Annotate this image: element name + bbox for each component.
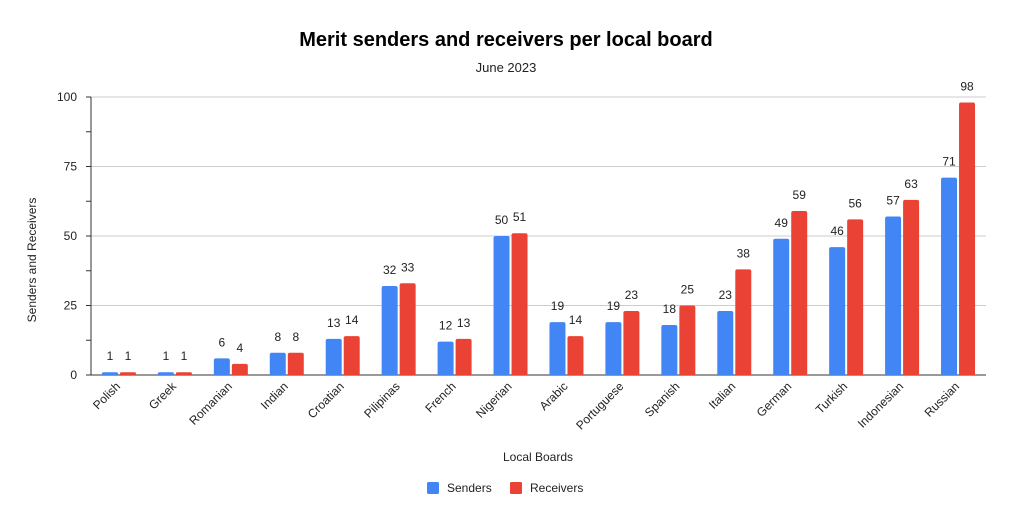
data-label: 63 bbox=[904, 177, 918, 191]
bar-receivers-german bbox=[791, 210, 808, 375]
data-label: 1 bbox=[125, 349, 132, 363]
x-tick-label: Polish bbox=[90, 379, 123, 412]
x-tick-label: Spanish bbox=[642, 379, 683, 420]
x-tick-label: Russian bbox=[922, 379, 963, 420]
bar-senders-german bbox=[773, 238, 790, 375]
bar-receivers-italian bbox=[735, 269, 752, 375]
bar-receivers-spanish bbox=[679, 305, 696, 375]
bar-senders-polish bbox=[101, 372, 118, 375]
x-tick-label: Arabic bbox=[537, 379, 571, 413]
data-label: 19 bbox=[607, 299, 621, 313]
data-label: 1 bbox=[163, 349, 170, 363]
data-label: 14 bbox=[345, 313, 359, 327]
legend-label-senders: Senders bbox=[447, 481, 492, 495]
bar-receivers-arabic bbox=[567, 336, 584, 375]
data-label: 38 bbox=[737, 246, 751, 260]
bar-receivers-portuguese bbox=[623, 311, 640, 375]
legend-swatch-senders bbox=[427, 482, 439, 494]
data-label: 18 bbox=[663, 302, 677, 316]
x-tick-label: Portuguese bbox=[573, 379, 627, 433]
data-label: 50 bbox=[495, 213, 509, 227]
data-label: 8 bbox=[274, 330, 281, 344]
bar-senders-greek bbox=[157, 372, 174, 375]
legend-label-receivers: Receivers bbox=[530, 481, 583, 495]
legend-swatch-receivers bbox=[510, 482, 522, 494]
data-label: 59 bbox=[793, 188, 807, 202]
data-label: 57 bbox=[886, 194, 900, 208]
bar-receivers-turkish bbox=[847, 219, 864, 375]
bar-senders-indonesian bbox=[885, 216, 902, 375]
data-label: 8 bbox=[292, 330, 299, 344]
data-label: 1 bbox=[181, 349, 188, 363]
bar-senders-croatian bbox=[325, 338, 342, 375]
data-label: 14 bbox=[569, 313, 583, 327]
bar-senders-italian bbox=[717, 311, 734, 375]
data-label: 13 bbox=[457, 316, 471, 330]
x-tick-label: Greek bbox=[146, 379, 180, 413]
y-axis-title: Senders and Receivers bbox=[25, 198, 39, 323]
data-label: 4 bbox=[237, 341, 244, 355]
data-label: 13 bbox=[327, 316, 341, 330]
x-tick-label: Indonesian bbox=[855, 379, 906, 430]
data-label: 51 bbox=[513, 210, 527, 224]
x-tick-label: Indian bbox=[258, 379, 291, 412]
y-tick-label: 50 bbox=[64, 229, 78, 243]
bar-receivers-french bbox=[455, 338, 472, 375]
x-tick-label: Pilipinas bbox=[361, 379, 403, 421]
bar-senders-pilipinas bbox=[381, 286, 398, 375]
legend: Senders Receivers bbox=[427, 481, 583, 495]
x-axis-title: Local Boards bbox=[503, 450, 573, 464]
bar-receivers-polish bbox=[119, 372, 136, 375]
data-label: 23 bbox=[625, 288, 639, 302]
bar-senders-russian bbox=[941, 177, 958, 375]
data-label: 33 bbox=[401, 260, 415, 274]
data-label: 71 bbox=[942, 155, 956, 169]
y-tick-label: 0 bbox=[70, 368, 77, 382]
data-label: 23 bbox=[719, 288, 733, 302]
bar-senders-indian bbox=[269, 352, 286, 375]
x-tick-label: German bbox=[754, 379, 795, 420]
y-axis: 0 25 50 75 100 bbox=[57, 90, 92, 382]
x-tick-label: Romanian bbox=[186, 379, 235, 428]
data-label: 25 bbox=[681, 283, 695, 297]
chart-subtitle: June 2023 bbox=[476, 60, 537, 75]
bar-receivers-romanian bbox=[231, 363, 248, 375]
data-label: 6 bbox=[219, 335, 226, 349]
x-tick-label: Italian bbox=[706, 379, 739, 412]
x-tick-label: French bbox=[422, 379, 458, 415]
bar-receivers-nigerian bbox=[511, 233, 528, 375]
bar-receivers-croatian bbox=[343, 336, 360, 375]
data-label: 12 bbox=[439, 319, 453, 333]
data-label: 32 bbox=[383, 263, 397, 277]
x-tick-label: Turkish bbox=[813, 379, 850, 416]
y-tick-label: 100 bbox=[57, 90, 77, 104]
bar-receivers-russian bbox=[959, 102, 976, 375]
x-axis: Polish Greek Romanian Indian Croatian Pilipin… bbox=[90, 379, 962, 433]
y-tick-label: 25 bbox=[64, 299, 78, 313]
bar-senders-nigerian bbox=[493, 236, 510, 375]
y-tick-label: 75 bbox=[64, 160, 78, 174]
bar-receivers-greek bbox=[175, 372, 192, 375]
bar-senders-french bbox=[437, 341, 454, 375]
bar-senders-spanish bbox=[661, 324, 678, 375]
bar-receivers-indian bbox=[287, 352, 304, 375]
x-tick-label: Nigerian bbox=[473, 379, 515, 421]
bar-senders-romanian bbox=[213, 358, 230, 375]
bar-senders-arabic bbox=[549, 322, 566, 375]
data-label: 98 bbox=[960, 80, 974, 94]
bar-senders-turkish bbox=[829, 247, 846, 375]
x-tick-label: Croatian bbox=[305, 379, 347, 421]
data-label: 49 bbox=[775, 216, 789, 230]
data-label: 46 bbox=[830, 224, 844, 238]
bar-senders-portuguese bbox=[605, 322, 622, 375]
chart-title: Merit senders and receivers per local bo… bbox=[299, 29, 713, 51]
data-label: 56 bbox=[848, 196, 862, 210]
bar-receivers-pilipinas bbox=[399, 283, 416, 375]
data-label: 19 bbox=[551, 299, 565, 313]
data-label: 1 bbox=[107, 349, 114, 363]
bar-receivers-indonesian bbox=[903, 199, 920, 375]
